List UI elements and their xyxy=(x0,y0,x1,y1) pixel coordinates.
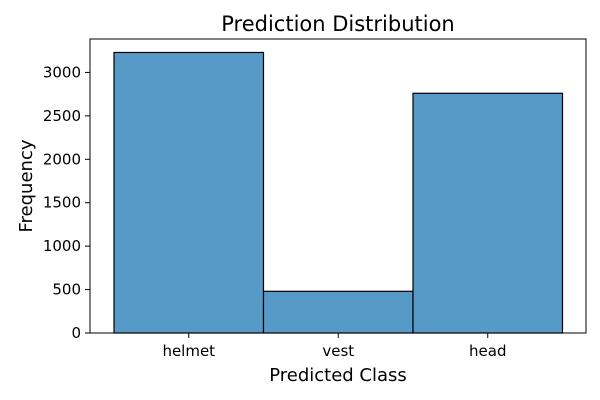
x-tick-label-vest: vest xyxy=(322,342,354,360)
chart-title: Prediction Distribution xyxy=(221,12,455,36)
x-tick-label-helmet: helmet xyxy=(162,342,215,360)
x-tick-label-head: head xyxy=(469,342,506,360)
y-tick-label-1000: 1000 xyxy=(43,237,81,255)
y-tick-label-2500: 2500 xyxy=(43,107,81,125)
y-tick-label-500: 500 xyxy=(52,281,81,299)
y-tick-label-3000: 3000 xyxy=(43,63,81,81)
bar-helmet xyxy=(113,51,265,334)
y-axis-label: Frequency xyxy=(16,139,37,232)
bars-group xyxy=(113,51,564,334)
y-tick-label-2000: 2000 xyxy=(43,150,81,168)
y-tick-label-1500: 1500 xyxy=(43,194,81,212)
bar-head xyxy=(412,92,564,334)
x-axis-ticks: helmet vest head xyxy=(162,333,506,360)
bar-vest xyxy=(262,290,414,334)
plot-frame xyxy=(89,38,587,334)
y-tick-label-0: 0 xyxy=(71,324,81,342)
y-axis-ticks: 0 500 1000 1500 2000 2500 3000 xyxy=(43,63,90,342)
x-axis-label: Predicted Class xyxy=(269,365,407,386)
